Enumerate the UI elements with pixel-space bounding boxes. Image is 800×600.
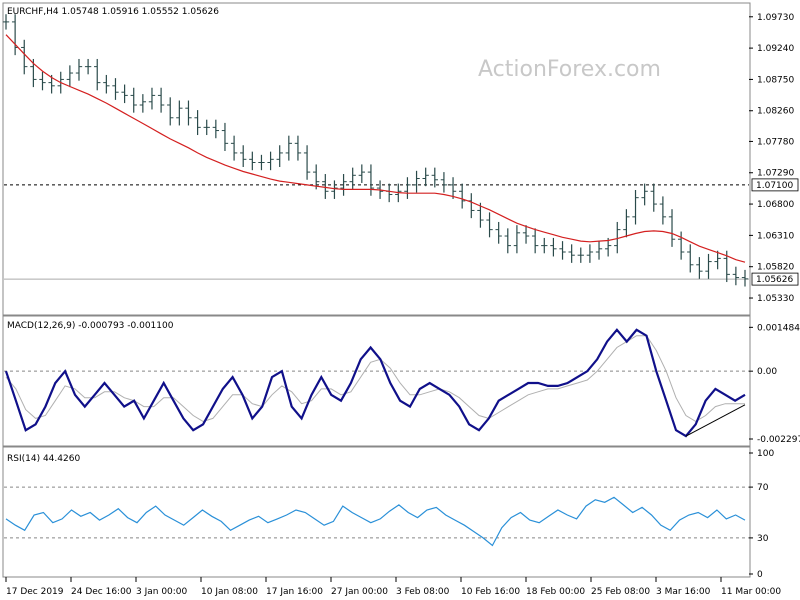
x-tick-label: 17 Jan 16:00 — [266, 587, 323, 597]
rsi-layer — [4, 486, 749, 547]
rsi-y-label: 30 — [757, 534, 769, 544]
x-tick-label: 10 Jan 08:00 — [201, 587, 258, 597]
x-tick-label: 3 Jan 00:00 — [136, 587, 188, 597]
macd-panel-frame — [2, 315, 751, 447]
x-tick-label: 17 Dec 2019 — [6, 587, 64, 597]
moving-average-line — [5, 34, 746, 263]
price-y-label: 1.06310 — [757, 231, 794, 241]
x-tick-label: 3 Feb 08:00 — [396, 587, 450, 597]
x-tick-label: 18 Feb 00:00 — [526, 587, 585, 597]
current-price-box — [751, 272, 799, 286]
x-tick-label: 10 Feb 16:00 — [461, 587, 520, 597]
price-y-label: 1.07290 — [757, 169, 794, 179]
macd-signal-line — [5, 335, 745, 422]
x-tick-label: 3 Mar 16:00 — [656, 587, 711, 597]
current-price-box-label: 1.05626 — [756, 275, 793, 285]
x-tick-label: 25 Feb 08:00 — [591, 587, 650, 597]
level-value-box — [751, 178, 799, 192]
price-panel-frame — [2, 2, 751, 316]
rsi-panel-title: RSI(14) 44.4260 — [7, 454, 80, 464]
rsi-line — [5, 496, 746, 547]
macd-y-label: 0.00 — [757, 367, 777, 377]
level-value-box-label: 1.07100 — [756, 181, 793, 191]
macd-y-label: -0.002297 — [757, 435, 800, 445]
price-y-label: 1.06800 — [757, 200, 794, 210]
price-y-label: 1.07780 — [757, 137, 794, 147]
macd-panel-title: MACD(12,26,9) -0.000793 -0.001100 — [7, 321, 174, 331]
rsi-panel-frame — [2, 446, 751, 578]
macd-line — [4, 328, 746, 438]
x-tick-label: 11 Mar 00:00 — [721, 587, 781, 597]
watermark: ActionForex.com — [478, 57, 661, 82]
x-tick-label: 24 Dec 16:00 — [71, 587, 132, 597]
rsi-y-label: 70 — [757, 483, 769, 493]
macd-trendline — [685, 404, 746, 437]
price-y-label: 1.05330 — [757, 294, 794, 304]
price-y-label: 1.08260 — [757, 107, 794, 117]
price-y-label: 1.09730 — [757, 13, 794, 23]
price-panel-title: EURCHF,H4 1.05748 1.05916 1.05552 1.0562… — [7, 7, 219, 17]
price-layer — [2, 14, 749, 287]
axis-layer: 1.09730 1.09240 1.08750 1.08260 1.07780 1.072… — [5, 13, 800, 597]
price-y-label: 1.08750 — [757, 75, 794, 85]
price-y-label: 1.05820 — [757, 263, 794, 273]
rsi-y-label: 100 — [757, 449, 774, 459]
macd-y-label: 0.001484 — [757, 323, 800, 333]
x-tick-label: 27 Jan 00:00 — [331, 587, 388, 597]
macd-layer — [4, 328, 749, 438]
rsi-y-label: 0 — [757, 570, 763, 580]
price-y-label: 1.09240 — [757, 44, 794, 54]
